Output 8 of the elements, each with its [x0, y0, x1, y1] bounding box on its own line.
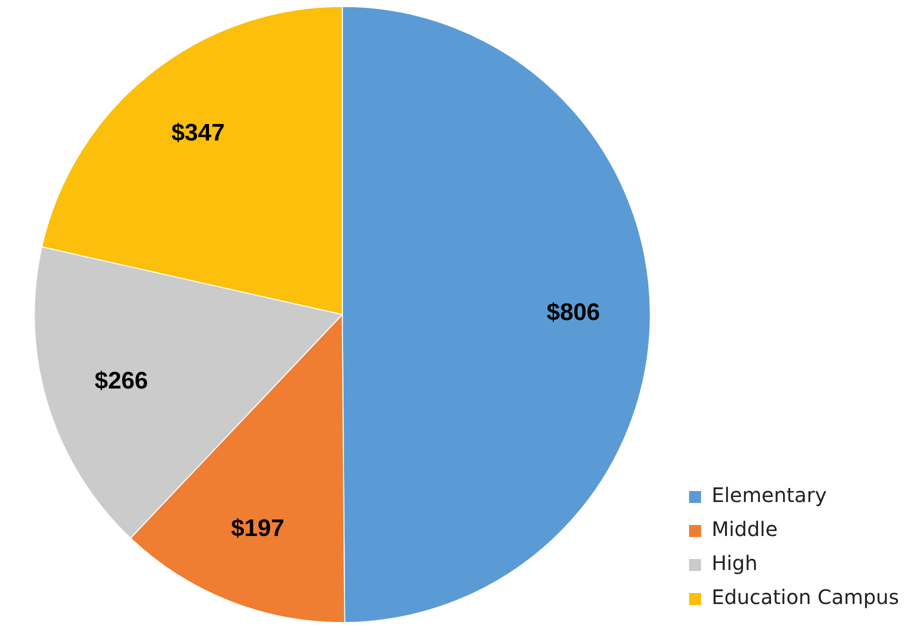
data-label: $806 — [546, 299, 600, 326]
legend-label: Education Campus — [712, 585, 899, 610]
data-label: $347 — [171, 120, 225, 147]
legend-label: Elementary — [712, 483, 827, 508]
data-label: $197 — [230, 515, 284, 542]
legend-label: High — [712, 551, 758, 576]
legend-label: Middle — [712, 517, 778, 542]
data-label: $266 — [94, 367, 148, 394]
